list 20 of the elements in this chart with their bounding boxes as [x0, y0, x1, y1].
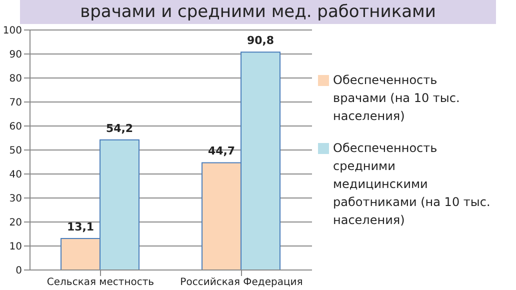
y-tick-label: 0: [16, 266, 22, 277]
y-tick-label: 30: [9, 194, 22, 205]
y-tick-label: 50: [9, 146, 22, 157]
legend-label: Обеспеченность средними медицинскими работниками (на 10 тыс. населения): [333, 140, 492, 229]
y-tick-label: 70: [9, 98, 22, 109]
y-tick-label: 100: [2, 26, 22, 37]
x-tick-label: Сельская местность: [46, 277, 154, 288]
y-tick-label: 80: [9, 74, 22, 85]
y-tick-label: 40: [9, 170, 22, 181]
y-tick-label: 90: [9, 50, 22, 61]
chart-title: врачами и средними мед. работниками: [20, 0, 496, 24]
y-tick-label: 60: [9, 122, 22, 133]
data-label: 13,1: [66, 220, 94, 234]
y-tick-label: 10: [9, 242, 22, 253]
data-label: 90,8: [246, 34, 274, 48]
y-tick-label: 20: [9, 218, 22, 229]
data-label: 54,2: [106, 122, 134, 135]
x-tick-label: Российская Федерация: [180, 277, 303, 288]
data-label: 44,7: [208, 144, 236, 158]
legend-label: Обеспеченность врачами (на 10 тыс. населения): [333, 72, 461, 125]
